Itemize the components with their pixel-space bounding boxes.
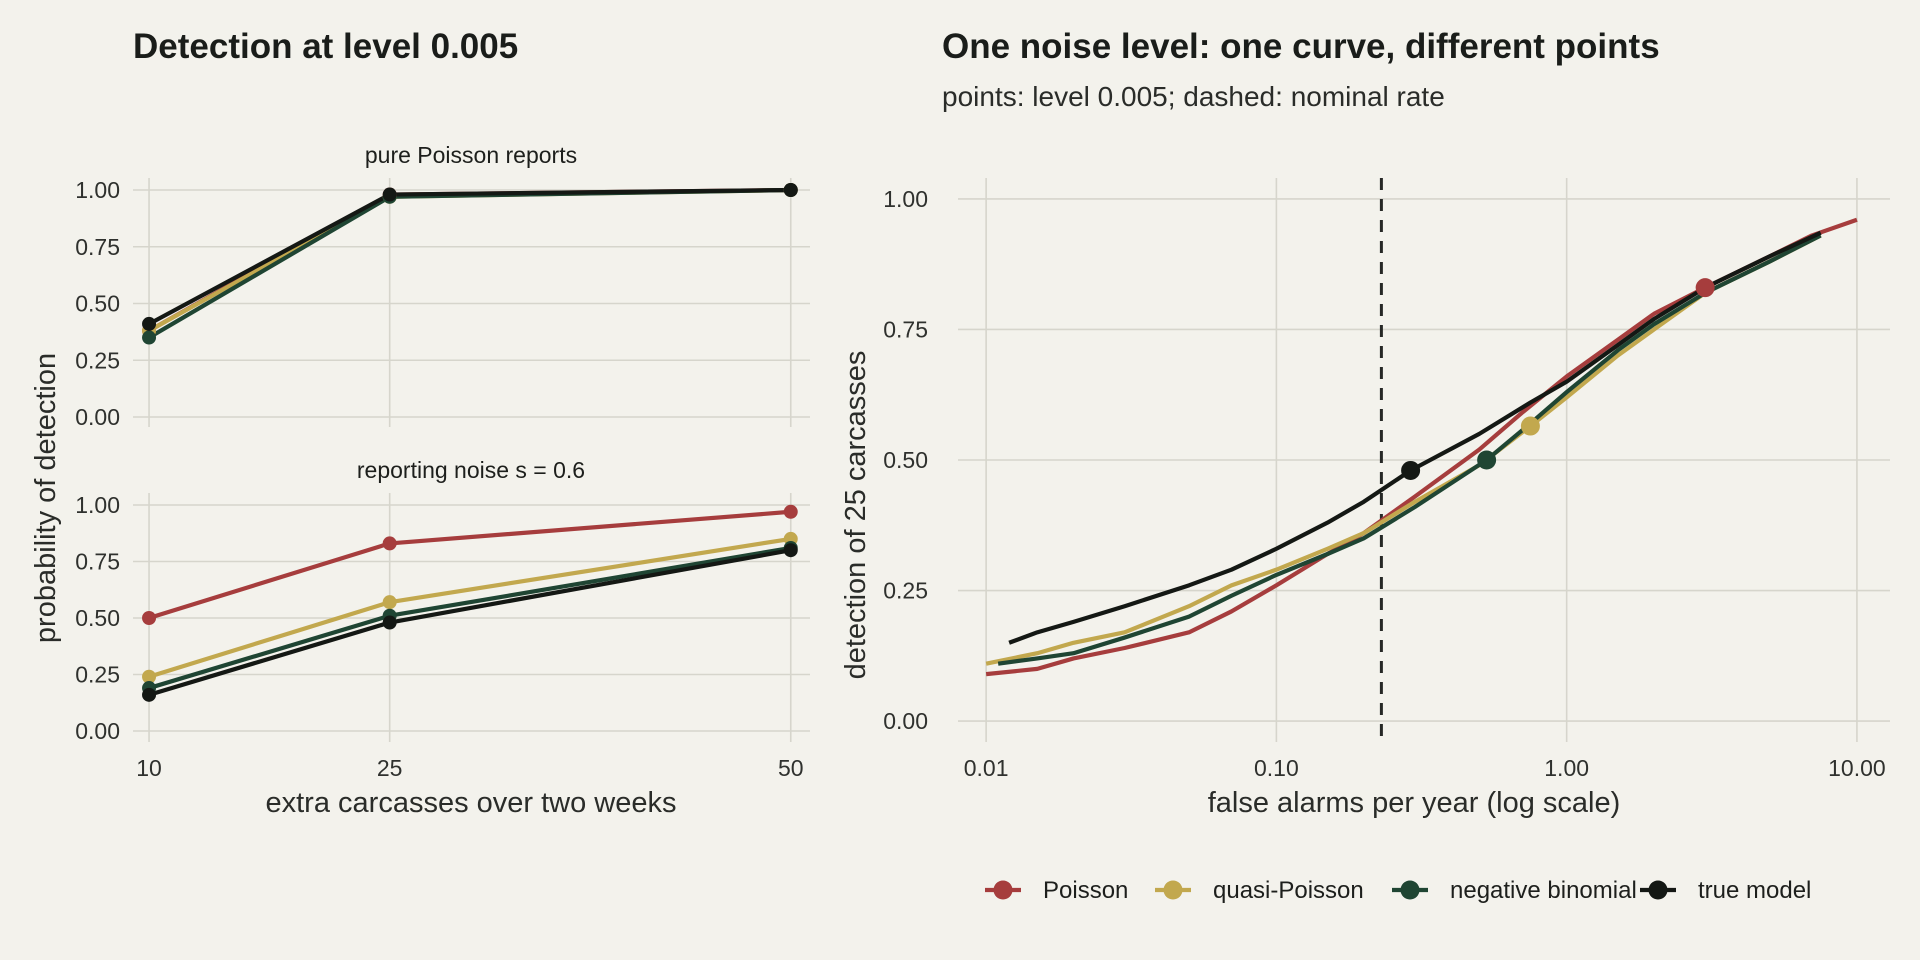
left-chart-title: Detection at level 0.005 (133, 27, 518, 66)
data-point-true-model (142, 316, 157, 331)
legend-label: true model (1698, 877, 1811, 904)
right-panel: 0.01 0.10 1.00 10.00 0.00 0.25 0.50 0.75 1.00 (883, 178, 1890, 781)
level-point-true-model (1401, 460, 1421, 480)
legend-key-point (1400, 880, 1420, 900)
y-tick-label: 0.50 (75, 291, 120, 317)
x-tick-label: 0.01 (964, 755, 1009, 781)
left-panel-bottom: 0.00 0.25 0.50 0.75 1.00 (75, 492, 810, 744)
legend-key-point (1648, 880, 1668, 900)
legend-label: Poisson (1043, 877, 1128, 904)
curve-quasi-poisson (985, 233, 1822, 666)
legend-item-quasi-poisson: quasi-Poisson (1155, 877, 1364, 904)
legend-item-poisson: Poisson (985, 877, 1128, 904)
x-tick-label: 25 (377, 755, 403, 781)
data-point-quasi-poisson (142, 669, 157, 684)
data-point-true-model (783, 543, 798, 558)
legend-key-point (993, 880, 1013, 900)
legend-label: negative binomial (1450, 877, 1637, 904)
data-point-poisson (382, 536, 397, 551)
left-y-axis-title: probability of detection (30, 353, 62, 643)
y-tick-label: 1.00 (75, 492, 120, 518)
y-tick-label: 0.50 (75, 605, 120, 631)
y-tick-label: 1.00 (75, 177, 120, 203)
y-tick-label: 0.75 (883, 316, 928, 342)
data-point-true-model (142, 687, 157, 702)
curve-negative-binomial (997, 233, 1822, 666)
legend-label: quasi-Poisson (1213, 877, 1364, 904)
data-point-true-model (382, 615, 397, 630)
legend-item-negative-binomial: negative binomial (1392, 877, 1637, 904)
right-chart-subtitle: points: level 0.005; dashed: nominal rat… (942, 81, 1445, 112)
x-tick-label: 10.00 (1828, 755, 1886, 781)
x-tick-label: 1.00 (1544, 755, 1589, 781)
left-panel-top: 0.00 0.25 0.50 0.75 1.00 (75, 177, 810, 430)
y-tick-label: 0.00 (883, 708, 928, 734)
x-tick-label: 0.10 (1254, 755, 1299, 781)
data-point-negative-binomial (142, 330, 157, 345)
x-tick-label: 50 (778, 755, 804, 781)
y-tick-label: 0.50 (883, 447, 928, 473)
right-chart-title: One noise level: one curve, different po… (942, 27, 1660, 66)
y-tick-label: 0.25 (75, 347, 120, 373)
data-point-quasi-poisson (382, 595, 397, 610)
legend: Poisson quasi-Poisson negative binomial tru… (985, 877, 1811, 904)
y-tick-label: 0.00 (75, 718, 120, 744)
level-point-negative-binomial (1477, 450, 1497, 470)
panel-bottom-strip: reporting noise s = 0.6 (357, 457, 585, 483)
data-point-true-model (783, 183, 798, 197)
legend-key-point (1163, 880, 1183, 900)
y-tick-label: 0.25 (75, 662, 120, 688)
y-tick-label: 1.00 (883, 186, 928, 212)
right-y-axis-title: detection of 25 carcasses (840, 351, 872, 680)
panel-top-strip: pure Poisson reports (365, 142, 577, 168)
level-point-poisson (1695, 278, 1715, 298)
data-point-true-model (382, 187, 397, 202)
data-point-poisson (783, 504, 798, 519)
data-point-poisson (142, 611, 157, 625)
y-tick-label: 0.25 (883, 578, 928, 604)
y-tick-label: 0.00 (75, 404, 120, 430)
y-tick-label: 0.75 (75, 549, 120, 575)
right-x-axis-title: false alarms per year (log scale) (1208, 787, 1621, 819)
level-point-quasi-poisson (1520, 416, 1540, 436)
y-tick-label: 0.75 (75, 234, 120, 260)
left-x-axis-title: extra carcasses over two weeks (266, 787, 677, 819)
x-tick-label: 10 (136, 755, 162, 781)
legend-item-true-model: true model (1640, 877, 1811, 904)
curve-true-model (1008, 230, 1822, 645)
left-x-axis-ticks: 10 25 50 (136, 755, 803, 781)
